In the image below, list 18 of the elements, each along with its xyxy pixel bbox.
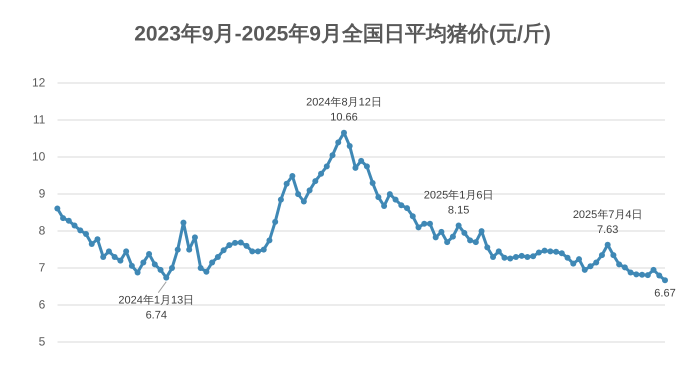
data-label: 7.63 <box>596 224 618 236</box>
annotation: 2025年7月4日 <box>572 208 643 221</box>
chart-title: 2023年9月-2025年9月全国日平均猪价(元/斤) <box>134 21 551 46</box>
y-tick-label: 7 <box>38 260 46 274</box>
y-tick-label: 5 <box>38 334 46 348</box>
data-label: 10.66 <box>330 112 358 124</box>
y-tick-label: 8 <box>38 223 46 238</box>
annotation: 2024年8月12日 <box>306 96 382 109</box>
y-tick-label: 12 <box>32 76 46 90</box>
y-tick-label: 10 <box>32 149 46 164</box>
data-label: 6.67 <box>654 287 676 300</box>
y-tick-label: 6 <box>38 297 46 312</box>
y-tick-label: 11 <box>32 112 46 126</box>
annotation: 2024年1月13日 <box>118 294 194 307</box>
y-tick-label: 9 <box>38 186 46 200</box>
data-label: 8.15 <box>448 204 470 217</box>
data-label: 6.74 <box>146 310 167 322</box>
annotation: 2025年1月6日 <box>424 190 494 202</box>
